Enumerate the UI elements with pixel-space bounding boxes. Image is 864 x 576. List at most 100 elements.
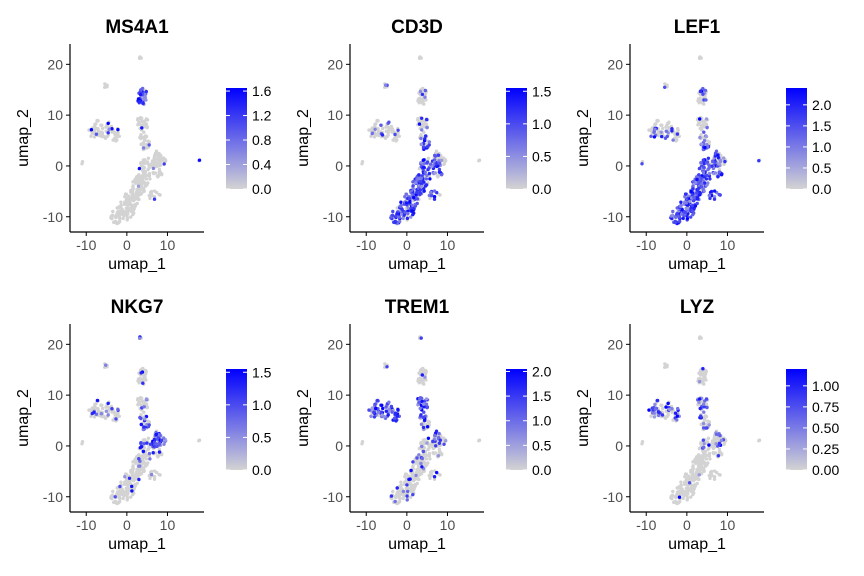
cell-point: [422, 405, 426, 409]
cell-point: [656, 410, 661, 414]
cell-point: [425, 173, 429, 178]
cell-point: [389, 404, 394, 409]
cell-point: [111, 209, 115, 214]
cell-point: [419, 142, 423, 147]
cell-point: [102, 415, 107, 419]
cell-point: [713, 151, 718, 156]
cell-point: [692, 195, 696, 200]
color-legend: 0.0 0.5 1.0 1.5 2.0: [506, 363, 552, 478]
cell-point: [137, 120, 141, 125]
cell-point: [673, 215, 677, 219]
y-tick-label: 20: [327, 56, 343, 72]
cell-point: [102, 135, 107, 139]
cell-point: [708, 457, 712, 461]
cell-point: [417, 173, 421, 177]
cell-point: [99, 412, 104, 416]
cell-point: [707, 171, 712, 176]
cell-point: [695, 177, 699, 182]
cell-point: [679, 480, 683, 484]
cell-point: [120, 487, 124, 492]
legend-tick-label: 0.4: [252, 157, 272, 173]
cell-point: [147, 194, 152, 198]
cell-point: [154, 162, 158, 166]
cell-point: [425, 441, 429, 445]
cell-point: [403, 475, 407, 479]
cell-point: [385, 365, 389, 369]
cell-point: [683, 192, 688, 196]
cell-point: [92, 135, 97, 139]
cell-point: [427, 140, 432, 144]
panel-ms4a1: MS4A1 -10 0 10 -10 0 10 20 umap_1 umap_2 0.0 0.4 0.8…: [15, 17, 272, 273]
cell-point: [700, 119, 704, 124]
cell-point: [428, 196, 432, 201]
cell-point: [372, 415, 377, 419]
cell-point: [95, 118, 100, 123]
cell-point: [370, 406, 374, 410]
cell-point: [133, 484, 138, 488]
cell-point: [666, 401, 670, 406]
cell-point: [442, 436, 446, 440]
cell-point: [701, 158, 705, 162]
cell-point: [395, 212, 399, 216]
colorbar: [226, 369, 247, 470]
cell-point: [422, 461, 427, 465]
cell-point: [439, 173, 444, 177]
cell-point: [142, 162, 146, 166]
cell-point: [141, 402, 146, 406]
cell-point: [144, 98, 148, 102]
x-tick-label: 10: [720, 237, 736, 253]
y-tick-label: 10: [607, 107, 623, 123]
cell-point: [141, 146, 146, 150]
cell-point: [701, 421, 706, 426]
cell-point: [104, 409, 109, 413]
cell-point: [702, 162, 706, 166]
y-tick-label: -10: [323, 489, 343, 505]
cell-point: [699, 161, 703, 165]
cell-point: [673, 495, 677, 499]
cell-point: [712, 197, 717, 201]
cell-point: [148, 457, 152, 461]
cell-point: [411, 464, 415, 468]
cell-point: [144, 397, 149, 401]
cell-point: [442, 162, 446, 166]
cell-point: [698, 373, 703, 377]
cell-point: [401, 496, 405, 501]
x-tick-label: 10: [160, 237, 176, 253]
cell-point: [477, 438, 482, 442]
cell-point: [130, 484, 134, 489]
cell-point: [697, 173, 701, 177]
cell-point: [692, 475, 696, 480]
cell-point: [123, 192, 128, 196]
cell-point: [119, 200, 123, 204]
cell-point: [432, 195, 437, 199]
legend-tick-label: 0.00: [812, 462, 839, 478]
cell-point: [138, 397, 142, 401]
cell-point: [110, 130, 114, 134]
cell-point: [143, 417, 147, 421]
cell-point: [699, 133, 703, 137]
cell-point: [442, 442, 446, 446]
cell-point: [158, 157, 162, 161]
cell-point: [396, 407, 400, 412]
cell-point: [423, 170, 427, 175]
cell-point: [116, 411, 120, 415]
cell-point: [387, 407, 391, 411]
x-tick-label: -10: [636, 237, 656, 253]
cell-point: [403, 472, 408, 476]
cell-point: [404, 192, 409, 196]
cell-point: [136, 377, 141, 381]
cell-point: [689, 215, 693, 219]
cell-point: [433, 153, 437, 158]
cell-point: [424, 369, 428, 374]
legend-tick-label: 1.0: [252, 397, 272, 413]
cell-point: [157, 450, 162, 454]
cell-point: [197, 438, 202, 442]
legend-tick-label: 1.5: [532, 388, 552, 404]
cell-point: [384, 125, 388, 129]
cell-point: [139, 161, 143, 165]
cell-point: [437, 161, 442, 165]
cell-point: [389, 494, 394, 498]
x-axis-label: umap_1: [388, 536, 446, 553]
cell-point: [139, 422, 143, 427]
cell-point: [135, 190, 139, 195]
